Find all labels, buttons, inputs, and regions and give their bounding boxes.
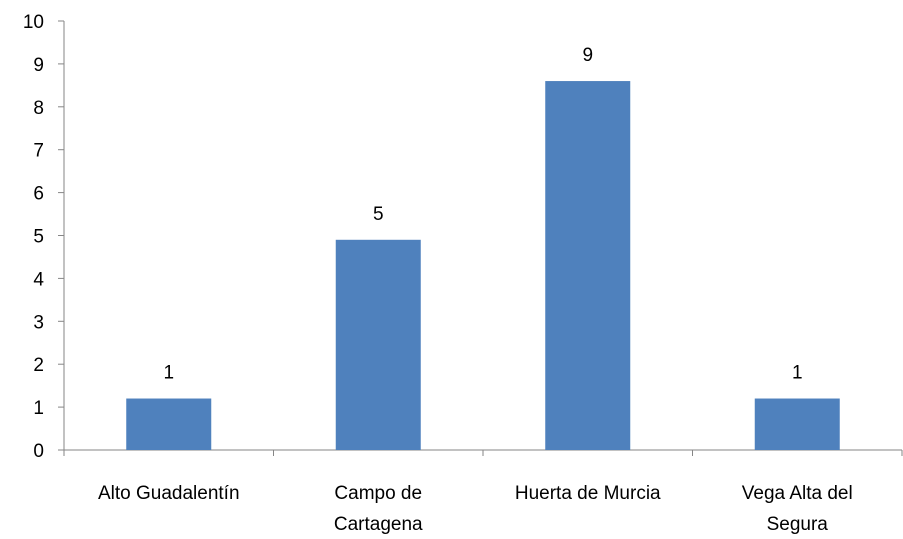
category-label: Campo de xyxy=(334,483,422,504)
category-label: Segura xyxy=(767,514,829,535)
y-tick-label: 2 xyxy=(33,355,44,376)
data-label: 1 xyxy=(163,363,174,384)
y-tick-label: 5 xyxy=(33,227,44,248)
y-tick-label: 7 xyxy=(33,141,44,162)
category-label: Cartagena xyxy=(334,514,423,535)
y-tick-label: 10 xyxy=(23,12,44,33)
data-label: 9 xyxy=(582,45,593,66)
category-label: Alto Guadalentín xyxy=(98,483,240,504)
bars xyxy=(126,81,840,450)
y-tick-label: 6 xyxy=(33,184,44,205)
category-label: Huerta de Murcia xyxy=(515,483,661,504)
y-tick-label: 9 xyxy=(33,55,44,76)
bar xyxy=(754,398,840,450)
y-axis: 0 1 2 3 4 5 6 7 8 9 10 xyxy=(23,12,65,462)
x-axis xyxy=(63,449,903,456)
data-label: 1 xyxy=(792,363,803,384)
y-tick-label: 4 xyxy=(33,269,44,290)
y-tick-label: 1 xyxy=(33,398,44,419)
y-tick-label: 8 xyxy=(33,98,44,119)
category-labels: Alto Guadalentín Campo de Cartagena Huerta … xyxy=(98,483,853,535)
bar xyxy=(126,398,212,450)
data-label: 5 xyxy=(373,204,384,225)
y-tick-label: 3 xyxy=(33,312,44,333)
y-tick-label: 0 xyxy=(33,441,44,462)
bar xyxy=(545,81,631,450)
bar xyxy=(335,239,421,450)
category-label: Vega Alta del xyxy=(742,483,853,504)
